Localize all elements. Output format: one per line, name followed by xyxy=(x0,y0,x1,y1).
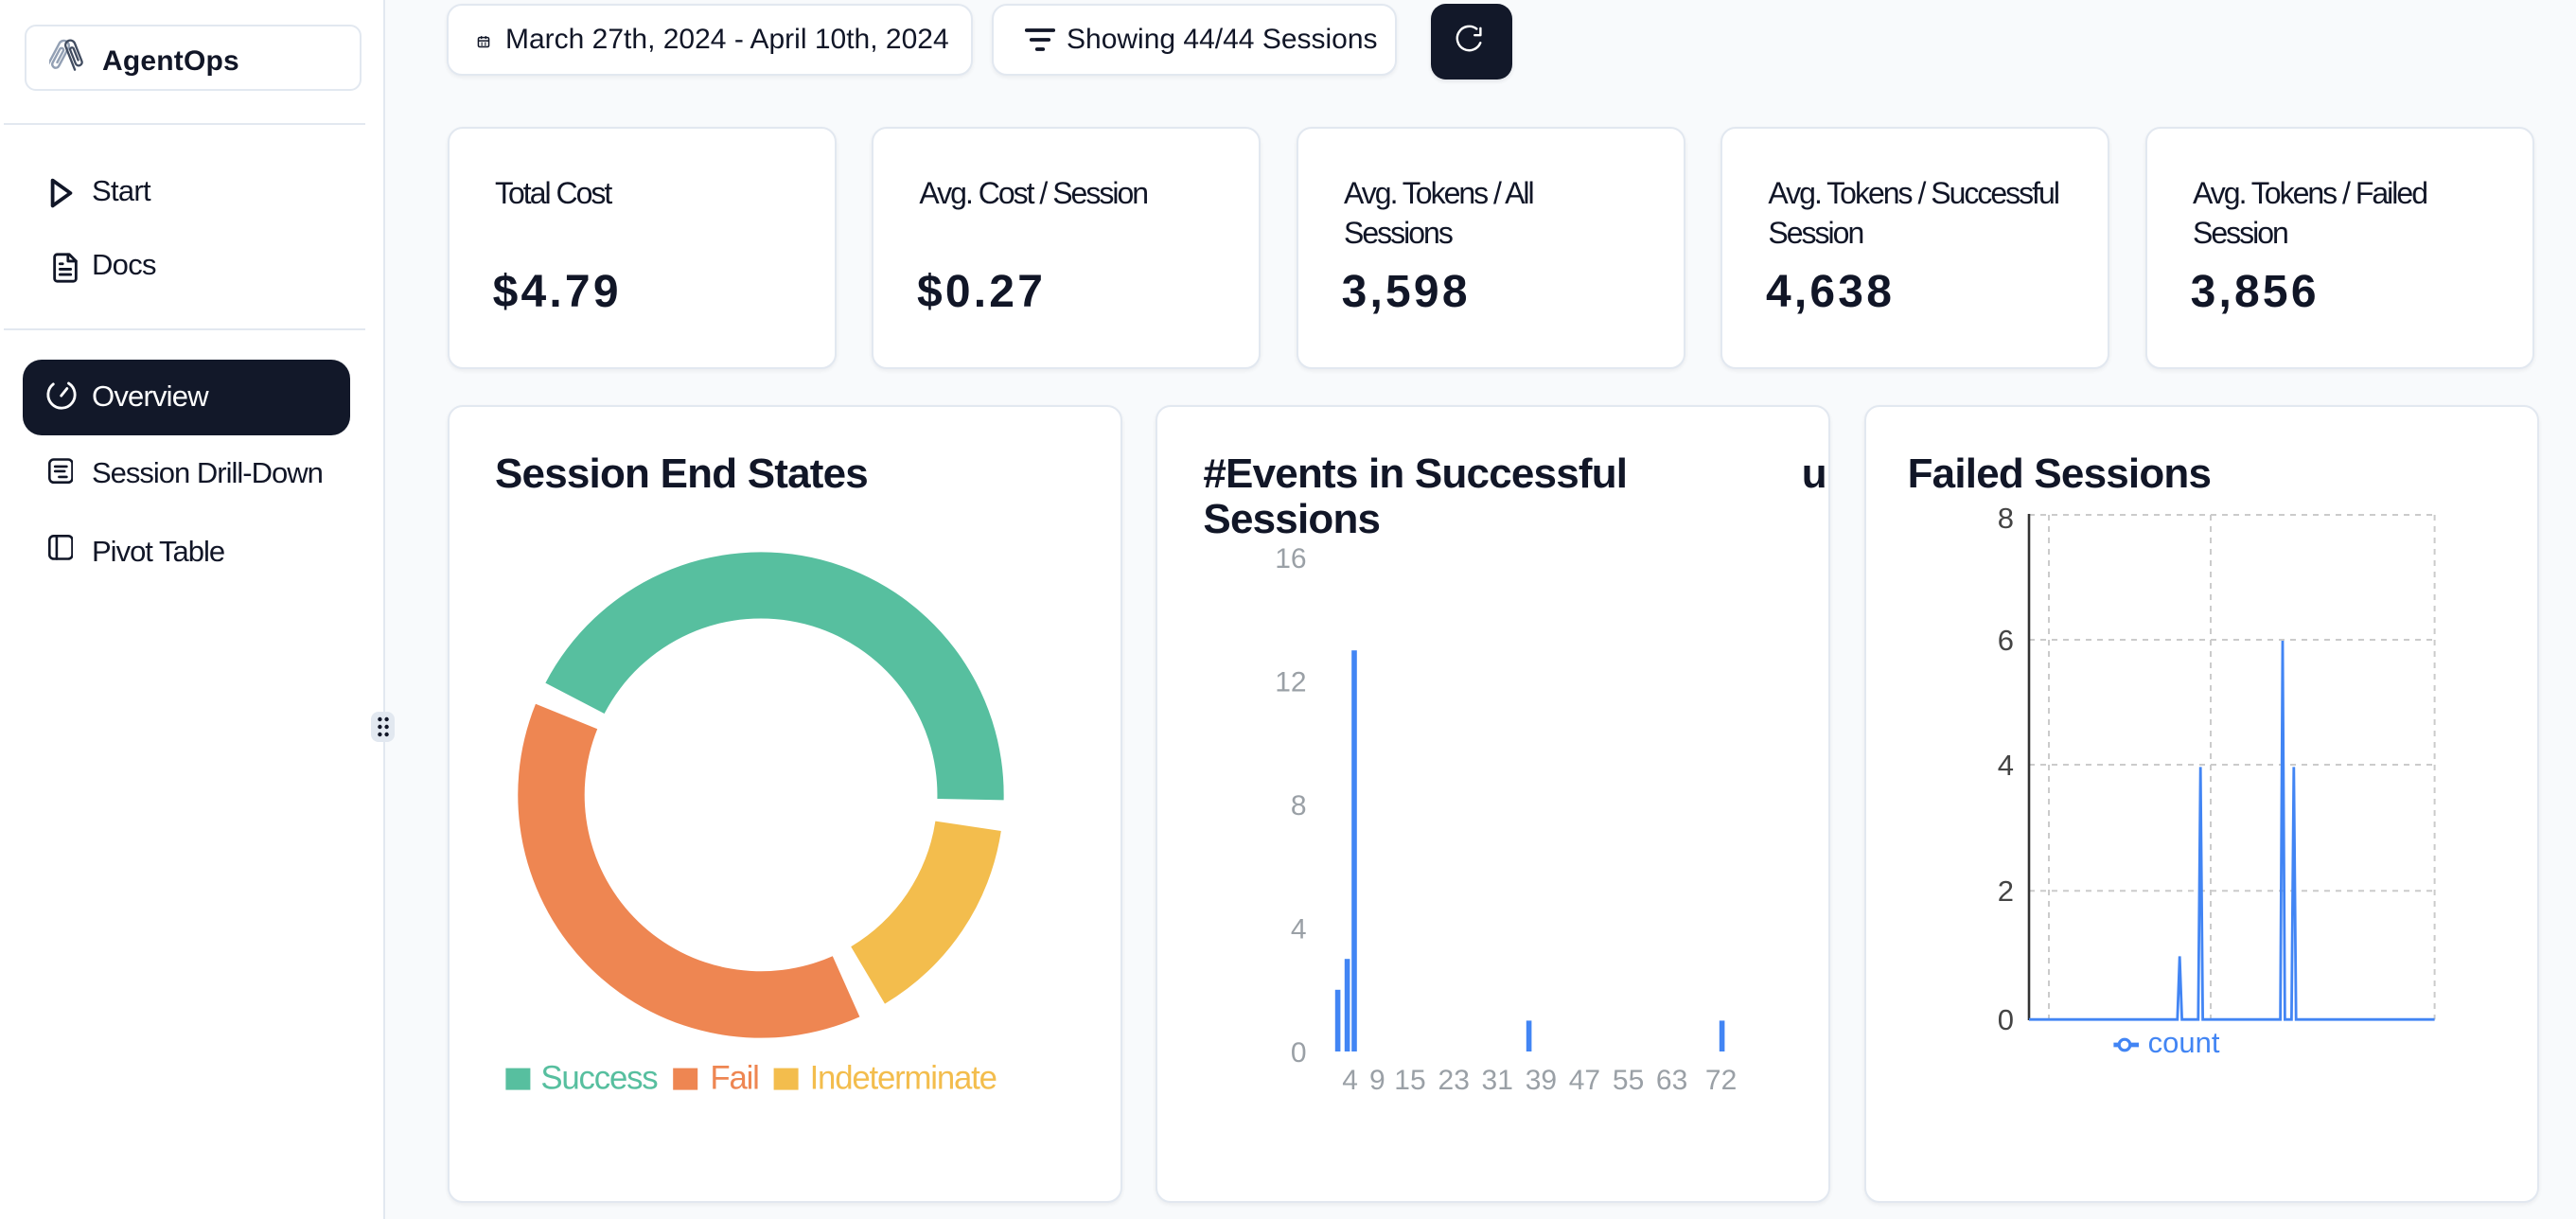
svg-text:55: 55 xyxy=(1613,1065,1644,1096)
svg-text:Success: Success xyxy=(540,1059,658,1096)
svg-text:8: 8 xyxy=(1998,502,2014,535)
svg-text:Indeterminate: Indeterminate xyxy=(810,1059,997,1096)
svg-text:63: 63 xyxy=(1656,1065,1687,1096)
svg-text:23: 23 xyxy=(1438,1065,1470,1096)
svg-text:12: 12 xyxy=(1276,667,1307,698)
svg-text:4: 4 xyxy=(1998,749,2014,782)
svg-text:Fail: Fail xyxy=(710,1059,758,1096)
svg-text:47: 47 xyxy=(1569,1065,1600,1096)
svg-text:count: count xyxy=(2148,1026,2220,1059)
svg-text:72: 72 xyxy=(1705,1065,1737,1096)
svg-text:0: 0 xyxy=(1291,1037,1307,1069)
svg-text:39: 39 xyxy=(1526,1065,1557,1096)
svg-text:15: 15 xyxy=(1395,1065,1426,1096)
svg-text:16: 16 xyxy=(1276,543,1307,574)
svg-text:4: 4 xyxy=(1343,1065,1359,1096)
svg-text:9: 9 xyxy=(1369,1065,1385,1096)
svg-text:4: 4 xyxy=(1291,914,1307,945)
svg-text:8: 8 xyxy=(1291,790,1307,822)
svg-text:31: 31 xyxy=(1482,1065,1513,1096)
svg-text:6: 6 xyxy=(1998,624,2014,657)
svg-text:2: 2 xyxy=(1998,874,2014,908)
svg-text:0: 0 xyxy=(1998,1003,2014,1036)
